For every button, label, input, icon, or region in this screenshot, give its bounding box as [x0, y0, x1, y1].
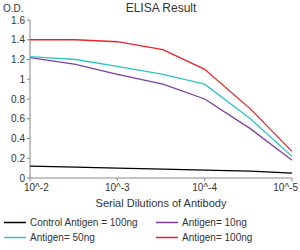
series-line	[30, 57, 292, 157]
x-tick	[30, 178, 31, 181]
series-line	[30, 40, 292, 152]
legend-label: Antigen= 50ng	[30, 232, 95, 243]
x-tick-label: 10^-2	[24, 182, 49, 193]
y-tick	[27, 79, 30, 80]
plot-area	[30, 40, 292, 173]
y-tick	[27, 20, 30, 21]
x-tick-label: 10^-3	[105, 182, 130, 193]
y-tick-label: 1.6	[11, 15, 25, 26]
x-tick-label: 10^-5	[273, 182, 298, 193]
legend-label: Antigen= 100ng	[182, 232, 252, 243]
y-tick-label: 0.8	[11, 94, 25, 105]
legend-label: Antigen= 10ng	[182, 217, 247, 228]
x-tick-label: 10^-4	[192, 182, 217, 193]
y-tick-label: 1.2	[11, 54, 25, 65]
y-tick-label: 1	[19, 74, 25, 85]
legend-swatch	[156, 237, 178, 239]
legend-swatch	[4, 237, 26, 239]
y-tick	[27, 59, 30, 60]
title: ELISA Result	[126, 1, 197, 15]
x-axis	[30, 178, 292, 179]
y-tick	[27, 138, 30, 139]
legend-swatch	[4, 222, 26, 224]
y-tick	[27, 118, 30, 119]
x-tick	[204, 178, 205, 181]
x-axis-label: Serial Dilutions of Antibody	[96, 197, 227, 209]
y-tick	[27, 158, 30, 159]
legend-label: Control Antigen = 100ng	[30, 217, 138, 228]
series-line	[30, 58, 292, 161]
y-tick	[27, 39, 30, 40]
y-axis-label: O.D.	[3, 3, 24, 14]
y-tick-label: 0.4	[11, 133, 25, 144]
x-tick	[117, 178, 118, 181]
x-tick	[292, 178, 293, 181]
y-tick	[27, 99, 30, 100]
y-tick-label: 0.2	[11, 153, 25, 164]
y-tick-label: 1.4	[11, 34, 25, 45]
chart: ELISA Result O.D. Serial Dilutions of Anti…	[0, 0, 300, 250]
legend-swatch	[156, 222, 178, 224]
series-line	[30, 166, 292, 173]
y-tick-label: 0.6	[11, 113, 25, 124]
